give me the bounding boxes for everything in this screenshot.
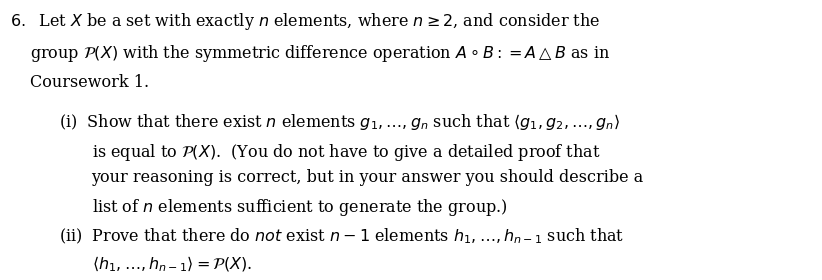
Text: Coursework 1.: Coursework 1.: [30, 74, 149, 92]
Text: (i)  Show that there exist $n$ elements $g_1,\ldots,g_n$ such that $\langle g_1,: (i) Show that there exist $n$ elements $…: [58, 112, 620, 132]
Text: is equal to $\mathcal{P}(X)$.  (You do not have to give a detailed proof that: is equal to $\mathcal{P}(X)$. (You do no…: [91, 142, 600, 163]
Text: (ii)  Prove that there do $\mathit{not}$ exist $n-1$ elements $h_1,\ldots,h_{n-1: (ii) Prove that there do $\mathit{not}$ …: [58, 227, 624, 246]
Text: your reasoning is correct, but in your answer you should describe a: your reasoning is correct, but in your a…: [91, 169, 644, 186]
Text: list of $n$ elements sufficient to generate the group.): list of $n$ elements sufficient to gener…: [91, 197, 507, 218]
Text: group $\mathcal{P}(X)$ with the symmetric difference operation $A \circ B := A\t: group $\mathcal{P}(X)$ with the symmetri…: [30, 43, 610, 64]
Text: $6.$  Let $X$ be a set with exactly $n$ elements, where $n \geq 2$, and consider: $6.$ Let $X$ be a set with exactly $n$ e…: [10, 11, 600, 32]
Text: $\langle h_1,\ldots,h_{n-1}\rangle = \mathcal{P}(X)$.: $\langle h_1,\ldots,h_{n-1}\rangle = \ma…: [91, 254, 252, 274]
